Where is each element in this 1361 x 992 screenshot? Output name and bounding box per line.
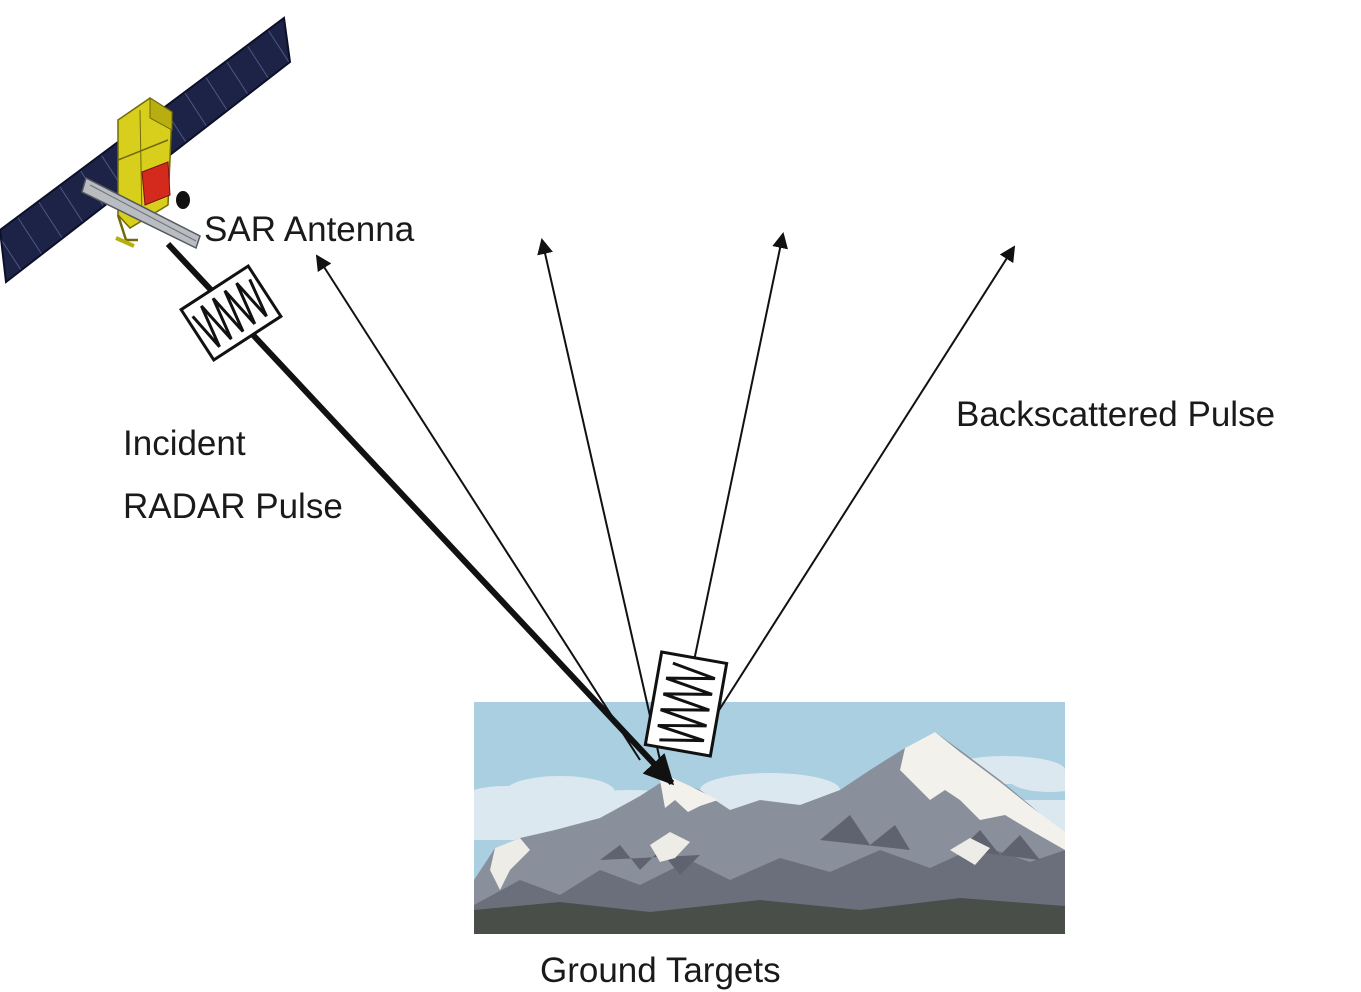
ground-scene xyxy=(474,702,1065,934)
backscatter-ray-4 xyxy=(699,245,1016,741)
incident-label-line2: RADAR Pulse xyxy=(123,487,343,526)
backscatter-ray-3 xyxy=(689,232,788,681)
satellite-icon xyxy=(0,16,292,284)
backscattered-pulse-label: Backscattered Pulse xyxy=(956,395,1276,434)
mountains xyxy=(474,732,1065,934)
sar-antenna-label: SAR Antenna xyxy=(204,210,415,249)
ground-targets-label: Ground Targets xyxy=(540,951,781,990)
backscatter-ray-2 xyxy=(537,238,661,761)
backscatter-ray-1 xyxy=(315,254,641,761)
backscatter-pulse-waveform xyxy=(643,650,729,758)
incident-label-line1: Incident xyxy=(123,424,246,463)
backscatter-rays xyxy=(315,232,1016,761)
incident-pulse-waveform xyxy=(179,263,283,363)
